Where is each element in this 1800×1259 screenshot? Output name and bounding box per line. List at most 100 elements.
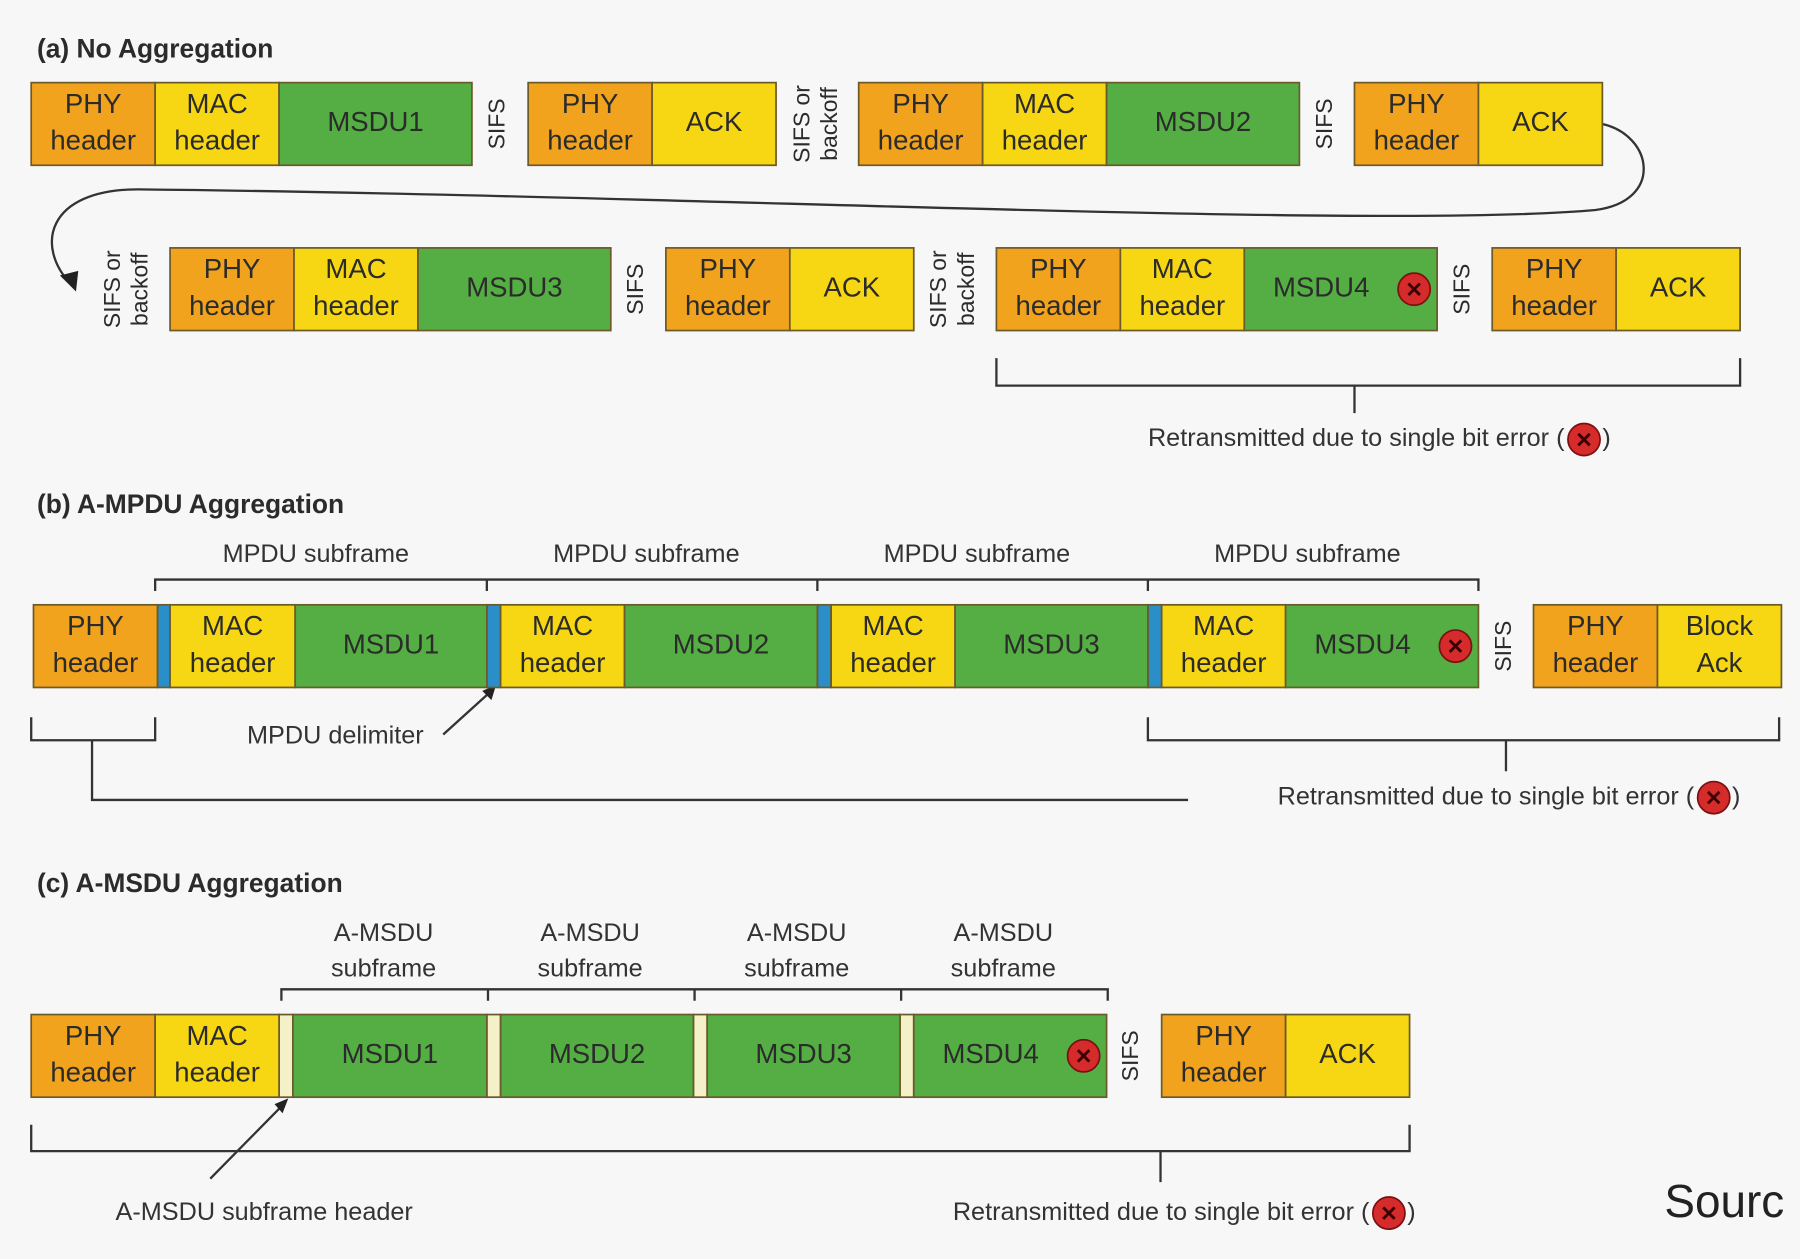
block-label: MSDU3 (466, 271, 562, 302)
arrowhead (482, 685, 497, 701)
block-label: MSDU1 (343, 628, 439, 659)
block-label: MSDU3 (755, 1038, 851, 1069)
bracket (1146, 717, 1781, 772)
callout: MPDU delimiter (247, 721, 424, 749)
block-label: header (313, 290, 399, 321)
frame-block (1491, 247, 1618, 332)
frame-block (1656, 603, 1783, 689)
note: ) (1602, 424, 1610, 452)
block-label: MAC (1152, 253, 1213, 284)
frame-block (293, 247, 419, 332)
block-label: PHY (892, 88, 949, 119)
source: Sourc (1664, 1175, 1784, 1227)
frame-block (981, 81, 1108, 167)
block-label: header (1139, 290, 1225, 321)
block-label: MAC (202, 610, 263, 641)
block-label: header (685, 290, 771, 321)
subframe-label: MPDU subframe (223, 540, 410, 568)
block-label: ACK (686, 106, 743, 137)
block-label: ACK (1650, 271, 1707, 302)
delimiter (899, 1013, 915, 1099)
block-label: MSDU4 (1273, 271, 1369, 302)
frame-block (1477, 81, 1604, 167)
error-cross (1382, 1206, 1396, 1220)
bracket (30, 717, 1189, 802)
frame-block (169, 603, 297, 689)
error-cross (1577, 432, 1591, 447)
frame-block (499, 1013, 695, 1099)
gap-label: SIFS (1117, 1030, 1143, 1081)
block-label: MSDU2 (549, 1038, 645, 1069)
block-label: header (1016, 290, 1102, 321)
subframe-label: A-MSDU (540, 919, 640, 947)
block-label: header (174, 125, 260, 156)
error-cross (1407, 282, 1421, 296)
block-label: Block (1686, 610, 1754, 641)
block-label: MSDU2 (673, 628, 769, 659)
bracket (995, 358, 1742, 414)
frame-block (995, 247, 1122, 332)
block-label: header (520, 647, 606, 678)
gap-label: SIFS or (99, 250, 125, 328)
frame-block (417, 247, 612, 332)
frame-block (706, 1013, 901, 1099)
bracket (154, 578, 1480, 592)
error-cross (1076, 1049, 1091, 1063)
block-label: MAC (1193, 610, 1254, 641)
block-label: MAC (187, 1020, 248, 1051)
frame-block (954, 603, 1149, 689)
frame-block (1532, 603, 1659, 689)
block-label: PHY (1030, 253, 1087, 284)
section-title: (a) No Aggregation (37, 33, 273, 63)
section-title: (c) A-MSDU Aggregation (37, 868, 343, 898)
block-label: ACK (1319, 1038, 1376, 1069)
subframe-label: A-MSDU (334, 919, 434, 947)
subframe-label: A-MSDU (954, 919, 1054, 947)
frame-block (1615, 247, 1741, 332)
delimiter (816, 603, 833, 689)
block-label: PHY (65, 88, 122, 119)
block-label: header (50, 125, 136, 156)
frame-block (294, 603, 488, 689)
block-label: header (1374, 125, 1460, 156)
error-cross (1706, 790, 1721, 805)
block-label: PHY (1195, 1020, 1252, 1051)
block-label: PHY (204, 253, 261, 284)
note: Retransmitted due to single bit error ( (1148, 424, 1565, 452)
note: ) (1732, 782, 1740, 810)
block-label: MAC (325, 253, 386, 284)
block-label: MAC (532, 610, 593, 641)
delimiter (156, 603, 171, 689)
block-label: header (1181, 1057, 1267, 1088)
block-label: MAC (863, 610, 924, 641)
gap-label: SIFS (483, 98, 509, 149)
frame-block (154, 1013, 280, 1099)
block-label: header (190, 647, 276, 678)
error-cross (1448, 639, 1463, 653)
block-label: MAC (1014, 88, 1075, 119)
subframe-label: MPDU subframe (884, 540, 1071, 568)
block-label: header (53, 647, 139, 678)
gap-label: SIFS or (789, 85, 815, 163)
block-label: header (547, 125, 633, 156)
delimiter (692, 1013, 709, 1099)
block-label: header (1181, 647, 1267, 678)
arrowhead (59, 270, 79, 292)
note: ) (1407, 1198, 1415, 1226)
subframe-label: A-MSDU (747, 919, 847, 947)
note: Retransmitted due to single bit error ( (953, 1198, 1370, 1226)
delimiter (1147, 603, 1163, 689)
frame-block (278, 81, 473, 167)
frame-block (1284, 1013, 1411, 1099)
bracket (280, 988, 1109, 1001)
subframe-label: MPDU subframe (553, 540, 740, 568)
block-label: MSDU2 (1155, 106, 1251, 137)
block-label: MAC (187, 88, 248, 119)
frame-block (1119, 247, 1246, 332)
gap-label: backoff (126, 252, 152, 326)
subframe-label: subframe (538, 954, 643, 982)
block-label: ACK (1512, 106, 1569, 137)
frame-block (665, 247, 791, 332)
block-label: header (174, 1057, 260, 1088)
